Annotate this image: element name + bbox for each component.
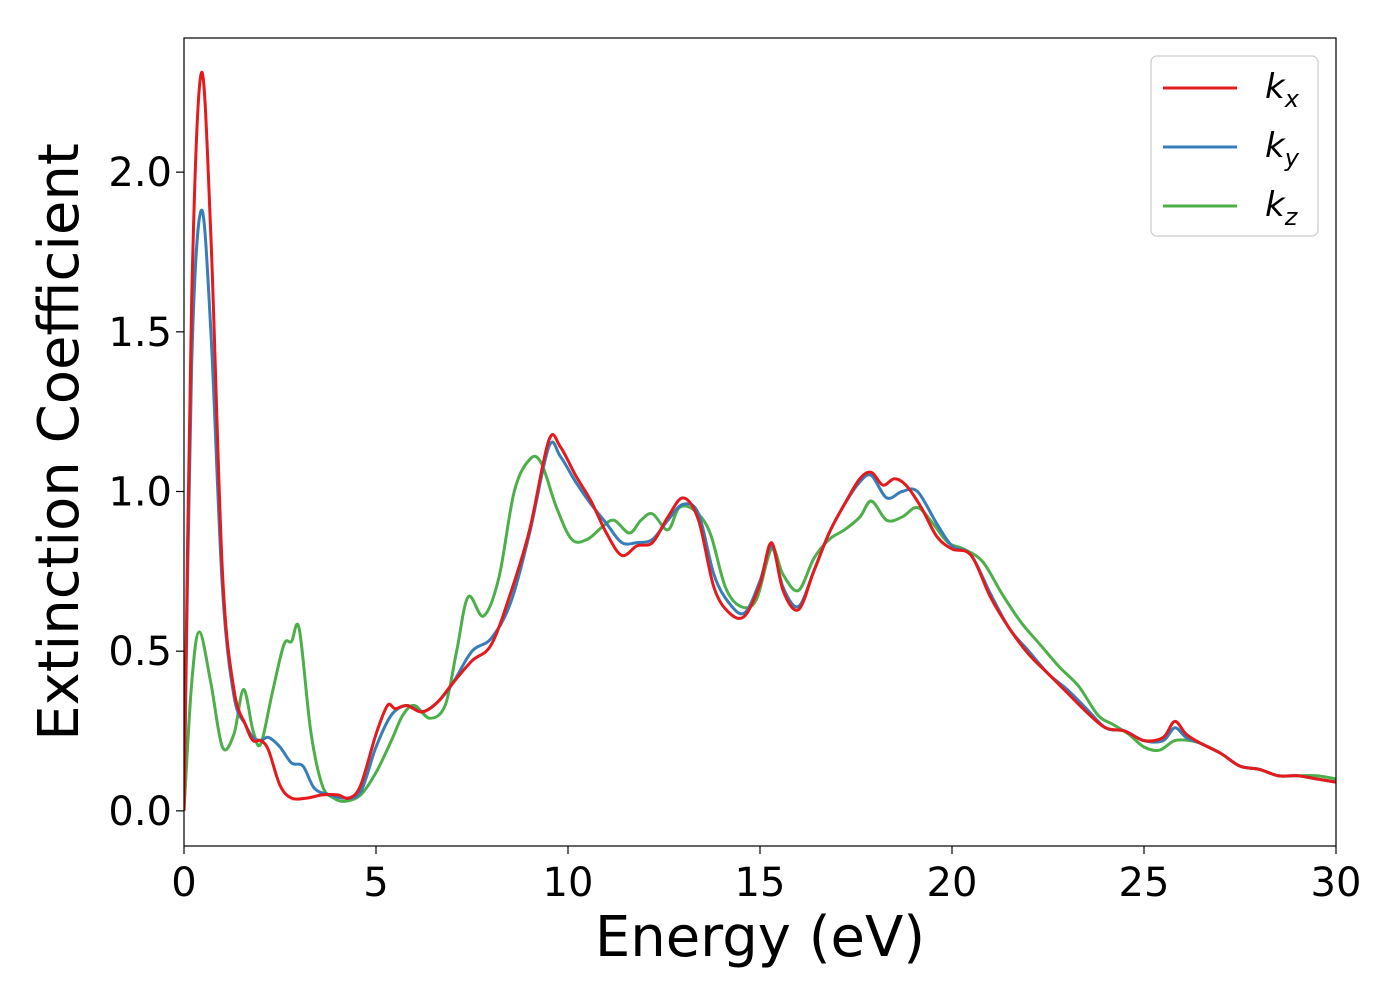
legend-label-subscript: z [1284, 203, 1299, 231]
x-tick-label: 30 [1311, 860, 1362, 906]
x-tick-label: 25 [1119, 860, 1170, 906]
x-tick-label: 20 [927, 860, 978, 906]
legend-label: kx [1265, 67, 1300, 113]
legend-label-subscript: y [1284, 144, 1300, 172]
legend-label-base: k [1265, 126, 1286, 166]
series-line-kx [184, 70, 1336, 811]
legend-entry-ky: ky [1163, 126, 1300, 172]
series-line-ky [184, 208, 1336, 811]
legend-entry-kz: kz [1163, 185, 1299, 231]
x-axis-label: Energy (eV) [595, 905, 925, 970]
legend-label-base: k [1265, 185, 1286, 225]
legend-entry-kx: kx [1163, 67, 1300, 113]
y-axis-ticks: 0.0 0.5 1.0 1.5 2.0 [108, 150, 184, 835]
x-tick-label: 15 [735, 860, 786, 906]
y-tick-label: 1.5 [108, 310, 172, 356]
x-tick-label: 0 [171, 860, 196, 906]
y-tick-label: 0.5 [108, 629, 172, 675]
y-tick-label: 0.0 [108, 789, 172, 835]
x-tick-label: 10 [543, 860, 594, 906]
legend-label-base: k [1265, 67, 1286, 107]
series-line-kz [184, 454, 1336, 811]
x-tick-label: 5 [363, 860, 388, 906]
legend-label: kz [1265, 185, 1299, 231]
y-axis-label: Extinction Coefficient [27, 143, 92, 741]
x-axis-ticks: 0 5 10 15 20 25 30 [171, 846, 1361, 906]
series-layer [184, 70, 1336, 811]
legend-label-subscript: x [1284, 85, 1300, 113]
y-tick-label: 1.0 [108, 470, 172, 516]
y-tick-label: 2.0 [108, 150, 172, 196]
legend-label: ky [1265, 126, 1300, 172]
